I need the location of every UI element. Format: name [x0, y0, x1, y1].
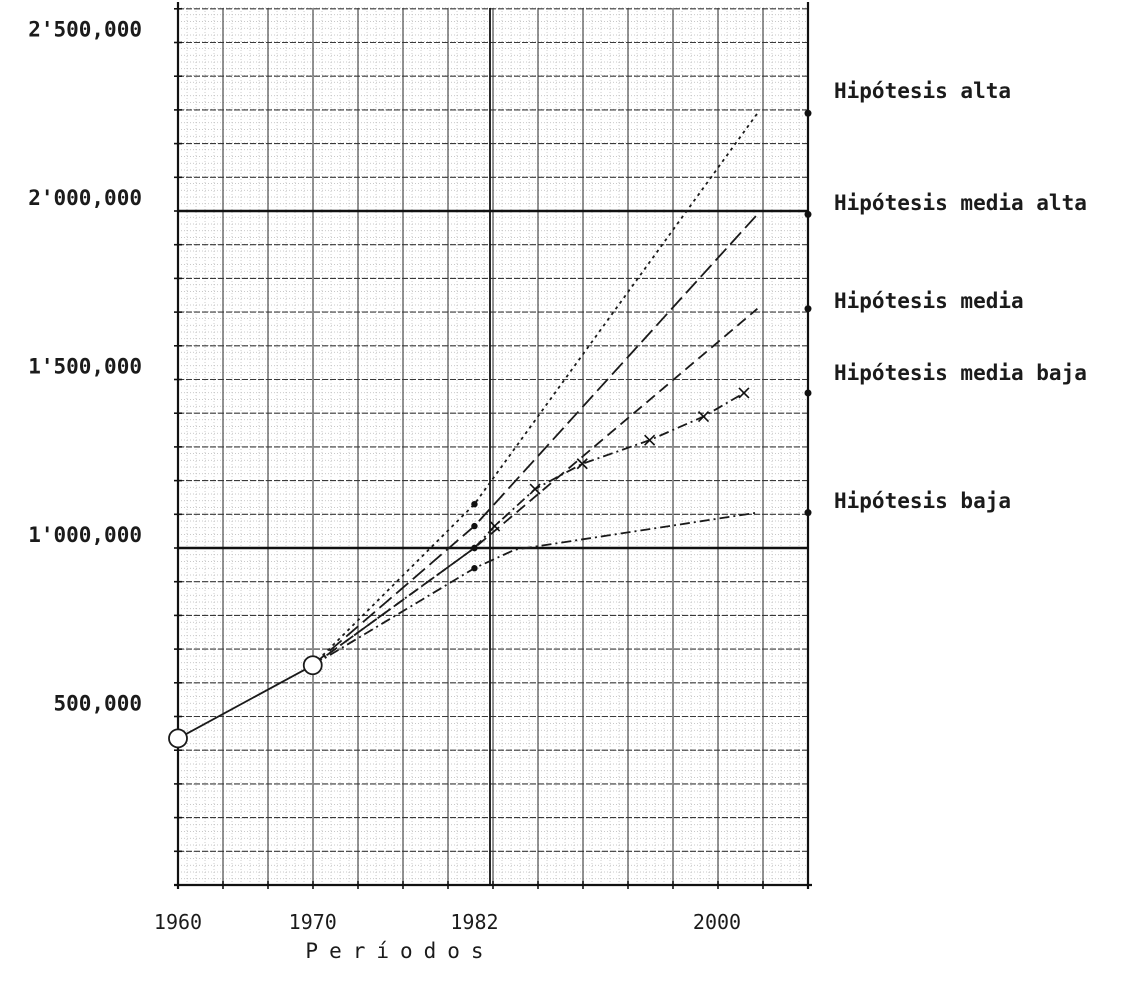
series-1982-marker	[471, 544, 478, 552]
series-layer	[177, 112, 759, 740]
x-tick-label: 1960	[154, 910, 202, 934]
series-1982-marker	[471, 500, 478, 508]
y-tick-label: 1'000,000	[28, 523, 142, 547]
major-grid	[178, 209, 808, 550]
series-x-marker	[489, 520, 501, 532]
series-1982-marker	[471, 522, 478, 530]
series-line	[312, 392, 745, 667]
series-1982-marker	[471, 565, 478, 572]
history-point-marker	[302, 655, 323, 676]
series-end-marker	[804, 389, 812, 397]
series-end-marker	[804, 509, 812, 517]
history-line	[177, 664, 314, 740]
y-tick-label: 2'500,000	[28, 18, 142, 42]
x-tick-label: 1982	[450, 910, 498, 934]
series-x-marker	[576, 458, 588, 470]
y-tick-label: 500,000	[53, 692, 142, 716]
x-tick-label: 1970	[289, 910, 337, 934]
x-axis-label: Períodos	[305, 939, 494, 963]
medium-grid	[177, 8, 809, 885]
series-end-marker	[804, 109, 812, 117]
series-x-marker	[529, 483, 541, 495]
x-tick-label: 2000	[693, 910, 741, 934]
series-line	[312, 308, 758, 667]
series-x-marker	[697, 411, 710, 423]
series-end-marker	[804, 210, 812, 218]
series-line	[312, 511, 758, 667]
legend-label: Hipótesis media baja	[834, 361, 1087, 385]
labels-layer: 1960 1970 1982 2000 500,000 1'000,000 1'500,00…	[28, 18, 1087, 935]
legend-label: Hipótesis media	[834, 289, 1024, 313]
series-x-marker	[644, 434, 656, 446]
history-point-marker	[168, 728, 188, 749]
series-x-marker	[738, 387, 750, 399]
y-tick-label: 2'000,000	[28, 186, 142, 210]
legend-label: Hipótesis media alta	[834, 191, 1087, 215]
series-end-marker	[804, 305, 812, 313]
legend-label: Hipótesis alta	[834, 79, 1011, 103]
markers-layer	[168, 109, 812, 749]
legend-label: Hipótesis baja	[834, 489, 1011, 513]
y-tick-label: 1'500,000	[28, 355, 142, 379]
